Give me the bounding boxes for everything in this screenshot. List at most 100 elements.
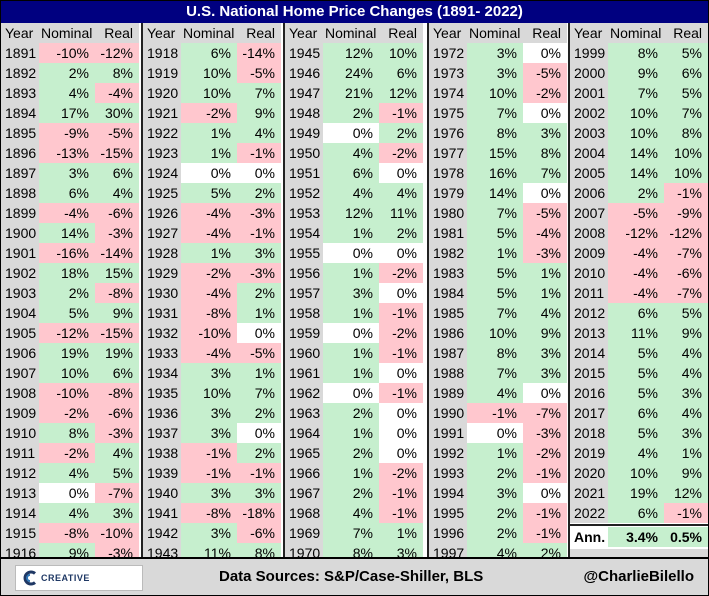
table-row: 1956 1% -2%: [285, 263, 423, 283]
real-cell: -12%: [664, 223, 708, 243]
header-nominal: Nominal: [608, 23, 664, 43]
table-row: 1895 -9% -5%: [1, 123, 139, 143]
header-year: Year: [143, 23, 181, 43]
table-row: 1927 -4% -1%: [143, 223, 281, 243]
table-row: 1894 17% 30%: [1, 103, 139, 123]
table-row: 1893 4% -4%: [1, 83, 139, 103]
real-cell: -6%: [237, 523, 281, 543]
nominal-cell: 10%: [608, 103, 664, 123]
real-cell: 4%: [523, 303, 567, 323]
column-header-row: Year Nominal Real: [143, 23, 281, 43]
year-cell: 1895: [1, 123, 39, 143]
empty-fill-area: [570, 549, 708, 557]
real-cell: 0%: [379, 363, 423, 383]
real-cell: 4%: [95, 183, 139, 203]
table-row: 1945 12% 10%: [285, 43, 423, 63]
year-cell: 2003: [570, 123, 608, 143]
nominal-cell: 19%: [39, 343, 95, 363]
nominal-cell: 4%: [323, 183, 379, 203]
year-cell: 1911: [1, 443, 39, 463]
creative-planning-logo: CREATIVE PLANNING: [15, 565, 143, 591]
real-cell: 3%: [523, 343, 567, 363]
table-row: 1898 6% 4%: [1, 183, 139, 203]
year-cell: 1973: [429, 63, 467, 83]
real-cell: 1%: [237, 363, 281, 383]
real-cell: -2%: [523, 443, 567, 463]
table-row: 1962 0% -1%: [285, 383, 423, 403]
year-cell: 1962: [285, 383, 323, 403]
table-row: 1896 -13% -15%: [1, 143, 139, 163]
nominal-cell: -16%: [39, 243, 95, 263]
year-cell: 1900: [1, 223, 39, 243]
year-cell: 1929: [143, 263, 181, 283]
nominal-cell: 6%: [608, 403, 664, 423]
year-cell: 1978: [429, 163, 467, 183]
table-row: 1936 3% 2%: [143, 403, 281, 423]
table-row: 1977 15% 8%: [429, 143, 567, 163]
year-cell: 1950: [285, 143, 323, 163]
header-real: Real: [379, 23, 423, 43]
year-cell: 1903: [1, 283, 39, 303]
year-cell: 1945: [285, 43, 323, 63]
real-cell: 7%: [523, 163, 567, 183]
real-cell: 4%: [664, 403, 708, 423]
table-row: 1942 3% -6%: [143, 523, 281, 543]
nominal-cell: 4%: [39, 503, 95, 523]
nominal-cell: 3%: [467, 43, 523, 63]
table-column-group: Year Nominal Real 1999 8% 5% 2000 9% 6% 2001 7% 5% 2…: [570, 23, 708, 557]
nominal-cell: 4%: [39, 83, 95, 103]
real-cell: -3%: [95, 223, 139, 243]
table-row: 1912 4% 5%: [1, 463, 139, 483]
real-cell: -5%: [523, 63, 567, 83]
table-row: 1964 1% 0%: [285, 423, 423, 443]
header-nominal: Nominal: [323, 23, 379, 43]
table-row: 2012 6% 5%: [570, 303, 708, 323]
real-cell: 0%: [523, 383, 567, 403]
nominal-cell: -2%: [39, 403, 95, 423]
nominal-cell: -4%: [39, 203, 95, 223]
table-row: 1928 1% 3%: [143, 243, 281, 263]
creative-planning-logo-icon: [23, 570, 36, 586]
nominal-cell: 5%: [608, 383, 664, 403]
table-row: 1965 2% 0%: [285, 443, 423, 463]
year-cell: 2017: [570, 403, 608, 423]
real-cell: 11%: [379, 203, 423, 223]
real-cell: 1%: [237, 303, 281, 323]
year-cell: 2011: [570, 283, 608, 303]
real-cell: -1%: [523, 463, 567, 483]
table-row: 1940 3% 3%: [143, 483, 281, 503]
table-row: 1951 6% 0%: [285, 163, 423, 183]
nominal-cell: 0%: [181, 163, 237, 183]
nominal-cell: 24%: [323, 63, 379, 83]
header-nominal: Nominal: [467, 23, 523, 43]
nominal-cell: 10%: [608, 123, 664, 143]
year-cell: 1980: [429, 203, 467, 223]
real-cell: 3%: [95, 503, 139, 523]
table-row: 1926 -4% -3%: [143, 203, 281, 223]
table-row: 2017 6% 4%: [570, 403, 708, 423]
nominal-cell: 1%: [323, 423, 379, 443]
nominal-cell: -8%: [181, 503, 237, 523]
year-cell: 1912: [1, 463, 39, 483]
table-row: 1931 -8% 1%: [143, 303, 281, 323]
nominal-cell: -10%: [39, 43, 95, 63]
real-cell: 0%: [523, 43, 567, 63]
table-row: 1967 2% -1%: [285, 483, 423, 503]
table-column-group: Year Nominal Real 1891 -10% -12% 1892 2% 8% 1893 4…: [1, 23, 139, 583]
annualized-separator: [570, 524, 708, 526]
nominal-cell: 19%: [608, 483, 664, 503]
table-row: 1995 2% -1%: [429, 503, 567, 523]
year-cell: 1896: [1, 143, 39, 163]
nominal-cell: 2%: [467, 463, 523, 483]
logo-text: CREATIVE PLANNING: [41, 573, 90, 583]
nominal-cell: 4%: [323, 503, 379, 523]
table-row: 1957 3% 0%: [285, 283, 423, 303]
table-row: 1982 1% -3%: [429, 243, 567, 263]
table-row: 1937 3% 0%: [143, 423, 281, 443]
table-row: 2015 5% 4%: [570, 363, 708, 383]
year-cell: 1982: [429, 243, 467, 263]
table-row: 1925 5% 2%: [143, 183, 281, 203]
table-column-group: Year Nominal Real 1918 6% -14% 1919 10% -5% 1920 1…: [143, 23, 281, 583]
real-cell: 1%: [523, 263, 567, 283]
table-row: 1972 3% 0%: [429, 43, 567, 63]
